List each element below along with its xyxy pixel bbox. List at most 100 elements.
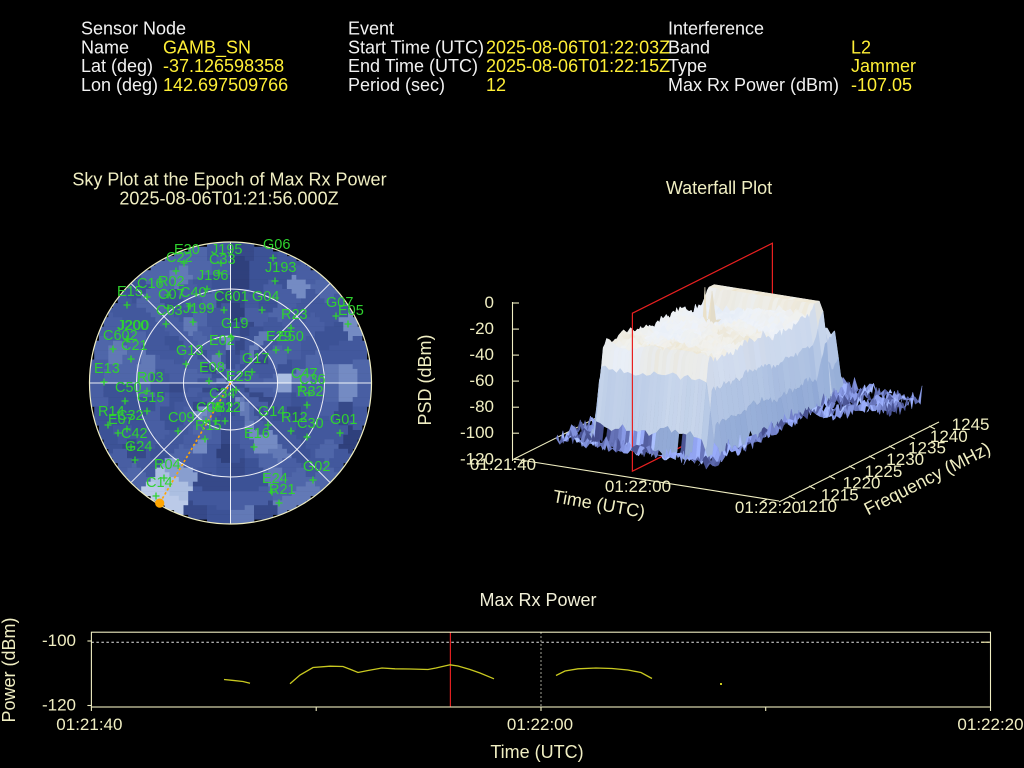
svg-text:01:22:20: 01:22:20 [735, 498, 801, 517]
svg-text:-100: -100 [42, 631, 76, 650]
svg-text:E29: E29 [266, 329, 292, 345]
svg-text:G07: G07 [326, 295, 353, 311]
svg-text:Power (dBm): Power (dBm) [0, 617, 19, 722]
svg-text:C42: C42 [121, 426, 148, 442]
svg-text:R15: R15 [195, 418, 222, 434]
svg-text:Time (UTC): Time (UTC) [490, 742, 583, 762]
svg-text:-107.05: -107.05 [851, 75, 912, 95]
svg-text:Band: Band [668, 37, 710, 57]
svg-text:R32: R32 [297, 384, 324, 400]
svg-text:G15: G15 [137, 390, 164, 406]
svg-text:J196: J196 [197, 268, 228, 284]
svg-text:J200: J200 [118, 318, 149, 334]
svg-text:R04: R04 [154, 457, 181, 473]
svg-text:-80: -80 [469, 397, 494, 416]
svg-text:G06: G06 [263, 237, 290, 253]
svg-text:1215: 1215 [821, 485, 859, 504]
svg-text:Waterfall Plot: Waterfall Plot [666, 178, 772, 198]
svg-text:R21: R21 [269, 482, 296, 498]
svg-text:Name: Name [81, 37, 129, 57]
svg-text:End Time (UTC): End Time (UTC) [348, 56, 478, 76]
svg-text:R12: R12 [281, 410, 308, 426]
svg-text:Event: Event [348, 19, 394, 39]
svg-text:C14: C14 [146, 475, 173, 491]
svg-text:C34: C34 [209, 386, 236, 402]
svg-text:C21: C21 [121, 338, 148, 354]
svg-text:-60: -60 [469, 371, 494, 390]
svg-text:01:22:20: 01:22:20 [957, 715, 1023, 734]
svg-text:Interference: Interference [668, 19, 764, 39]
svg-text:E50: E50 [278, 329, 304, 345]
svg-text:01:21:40: 01:21:40 [470, 455, 536, 474]
svg-text:C33: C33 [209, 252, 236, 268]
svg-text:C40: C40 [180, 285, 207, 301]
svg-text:G04: G04 [252, 289, 279, 305]
svg-text:G24: G24 [125, 439, 152, 455]
svg-text:E02: E02 [209, 333, 235, 349]
svg-text:E15: E15 [117, 284, 143, 300]
svg-text:12: 12 [486, 75, 506, 95]
svg-text:R14: R14 [98, 404, 125, 420]
svg-text:G01: G01 [330, 412, 357, 428]
svg-text:R23: R23 [281, 307, 308, 323]
svg-text:C16: C16 [137, 276, 164, 292]
svg-text:L2: L2 [851, 37, 871, 57]
svg-text:1225: 1225 [864, 462, 902, 481]
svg-text:142.697509766: 142.697509766 [163, 75, 288, 95]
svg-text:C47: C47 [291, 366, 318, 382]
svg-text:G32: G32 [206, 400, 233, 416]
svg-text:PSD (dBm): PSD (dBm) [415, 334, 435, 425]
svg-text:01:21:40: 01:21:40 [56, 715, 122, 734]
svg-text:2025-08-06T01:22:15Z: 2025-08-06T01:22:15Z [486, 56, 670, 76]
svg-text:E08: E08 [199, 360, 225, 376]
svg-text:R03: R03 [137, 370, 164, 386]
svg-text:E13: E13 [94, 361, 120, 377]
svg-text:01:22:00: 01:22:00 [605, 477, 671, 496]
svg-text:-20: -20 [469, 319, 494, 338]
svg-text:C09: C09 [168, 410, 195, 426]
svg-text:C03: C03 [156, 303, 183, 319]
svg-text:E24: E24 [262, 471, 288, 487]
svg-text:G14: G14 [258, 404, 285, 420]
svg-text:Lon (deg): Lon (deg) [81, 75, 158, 95]
svg-text:J200: J200 [117, 318, 148, 334]
svg-text:C32: C32 [117, 408, 144, 424]
svg-text:Jammer: Jammer [851, 56, 916, 76]
svg-text:E30: E30 [174, 242, 200, 258]
svg-text:-40: -40 [469, 345, 494, 364]
svg-text:1230: 1230 [886, 450, 924, 469]
svg-text:G19: G19 [221, 316, 248, 332]
svg-text:E16: E16 [244, 426, 270, 442]
svg-text:E07: E07 [108, 412, 134, 428]
svg-text:Max Rx Power: Max Rx Power [479, 590, 596, 610]
svg-text:1210: 1210 [799, 497, 837, 516]
svg-text:C22: C22 [166, 250, 193, 266]
svg-text:1240: 1240 [930, 427, 968, 446]
svg-text:0: 0 [485, 293, 494, 312]
svg-text:C602: C602 [103, 328, 138, 344]
svg-text:Type: Type [668, 56, 707, 76]
svg-text:E05: E05 [338, 303, 364, 319]
svg-text:GAMB_SN: GAMB_SN [163, 37, 251, 58]
svg-text:Sky Plot at the Epoch of Max R: Sky Plot at the Epoch of Max Rx Power [72, 170, 386, 190]
svg-text:2025-08-06T01:21:56.000Z: 2025-08-06T01:21:56.000Z [119, 189, 338, 209]
svg-text:C07: C07 [158, 287, 185, 303]
svg-text:G02: G02 [303, 459, 330, 475]
svg-text:G17: G17 [242, 351, 269, 367]
svg-text:E25: E25 [226, 369, 252, 385]
svg-text:E12: E12 [215, 400, 241, 416]
svg-text:J195: J195 [211, 242, 242, 258]
svg-text:Sensor Node: Sensor Node [81, 19, 186, 39]
svg-text:C36: C36 [299, 372, 326, 388]
svg-text:Lat (deg): Lat (deg) [81, 56, 153, 76]
svg-text:1245: 1245 [952, 415, 990, 434]
svg-text:C06: C06 [196, 400, 223, 416]
svg-text:C30: C30 [297, 416, 324, 432]
svg-text:Period (sec): Period (sec) [348, 75, 445, 95]
svg-text:1235: 1235 [908, 439, 946, 458]
svg-text:C601: C601 [214, 289, 249, 305]
svg-text:Start Time (UTC): Start Time (UTC) [348, 37, 484, 57]
svg-text:01:22:00: 01:22:00 [507, 715, 573, 734]
svg-text:1220: 1220 [843, 474, 881, 493]
svg-text:Max Rx Power (dBm): Max Rx Power (dBm) [668, 75, 839, 95]
